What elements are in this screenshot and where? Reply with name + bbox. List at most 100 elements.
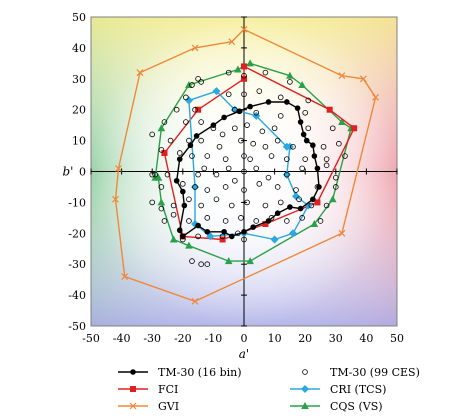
tm-30-99-ces-point [305,97,312,104]
tm-30-99-ces-point [323,156,330,162]
tm-30-99-ces-point [308,202,315,209]
tm-30-99-ces-point [189,153,195,159]
tm-30-99-ces-point [277,113,284,119]
cqs-vs-point [224,257,233,265]
gvi-point [191,44,199,52]
tm-30-99-ces-point [183,94,189,101]
tm-30-99-ces-point [277,199,284,206]
tm-30-99-ces-point [195,171,201,178]
fci-point [241,63,247,70]
series-gvi [112,25,380,305]
tm-30-16-bin-point [193,133,200,139]
gvi-point [191,297,199,305]
tm-30-99-ces-point [256,88,263,94]
legend-label: CRI (TCS) [330,383,386,396]
y-axis-label: b' [63,165,74,179]
tm-30-99-ces-point [241,187,247,193]
cqs-vs-point [328,195,337,203]
legend-item-cqs: CQS (VS) [290,400,383,413]
tm-30-99-ces-point [253,165,260,172]
tm-30-99-ces-point [284,171,290,178]
tm-30-16-bin-point [300,131,307,138]
cqs-vs-point [154,173,163,181]
y-tick-label: -40 [68,289,86,302]
cqs-vs-point [246,257,254,265]
tm-30-99-ces-point [250,140,256,147]
tm-30-99-ces-point [225,91,232,98]
x-tick-label: -30 [143,332,161,345]
fci-point [241,75,247,82]
tm-30-99-ces-point [290,143,296,150]
tm-30-99-ces-point [284,218,290,224]
legend-label: GVI [158,400,179,413]
tm-30-99-ces-point [241,91,247,98]
series-tm-30-99-ces [149,69,348,268]
y-tick-label: 30 [72,73,86,86]
gvi-point [372,93,380,101]
x-tick-label: 0 [241,332,248,345]
tm-30-16-bin-point [247,103,253,110]
tm-30-99-ces-point [195,233,201,240]
tm-30-99-ces-point [241,72,247,79]
tm-30-99-ces-point [247,156,253,162]
tm-30-99-ces-point [149,171,156,178]
tm-30-99-ces-point [192,184,198,190]
tm-30-99-ces-point [332,184,339,190]
tm-30-99-ces-point [213,171,220,178]
legend-item-fci: FCI [118,383,178,396]
cqs-vs-point [157,124,166,132]
tm-30-99-ces-point [302,109,309,116]
tm-30-99-ces-point [317,218,324,224]
legend-item-tm30_99: TM-30 (99 CES) [302,366,420,379]
tm-30-99-ces-point [222,218,229,224]
tm-30-16-bin-point [173,177,180,184]
tm-30-16-bin-line [175,101,320,238]
gvi-point [115,164,122,172]
tm-30-99-ces-point [305,125,312,132]
tm-30-99-ces-point [213,196,220,203]
tm-30-99-ces-point [180,181,186,187]
cqs-vs-point [246,59,254,67]
x-tick-label: -50 [82,332,100,345]
x-tick-label: 10 [268,332,282,345]
tm-30-99-ces-point [195,76,201,82]
cqs-vs-point [169,235,178,243]
cri-tcs-point [288,229,297,238]
tm-30-99-ces-point [158,205,165,212]
tm-30-99-ces-point [170,211,177,218]
tm-30-99-ces-point [238,215,244,221]
y-tick-label: -30 [68,258,86,271]
legend-label: FCI [158,383,178,396]
y-tick-label: 50 [72,11,86,24]
tm-30-99-ces-point [287,79,293,85]
x-tick-label: -10 [205,332,223,345]
y-tick-label: -10 [68,196,86,209]
tm-30-16-bin-point [195,222,201,229]
gvi-point [338,229,346,237]
tm-30-99-ces-point [225,69,232,76]
cri-tcs-point [270,235,279,244]
x-axis-label: a' [239,347,249,361]
tm-30-99-ces-point [198,202,204,209]
y-tick-label: 10 [72,135,86,148]
cri-tcs-line [188,90,309,241]
tm-30-99-ces-point [268,153,275,159]
tm-30-99-ces-point [244,122,250,128]
tm-30-99-ces-point [161,119,168,125]
tm-30-99-ces-point [222,184,229,190]
cri-tcs-point [191,182,200,191]
tm-30-99-ces-point [204,215,211,221]
tm-30-99-ces-point [265,174,272,181]
tm-30-99-ces-point [329,125,336,132]
tm-30-99-ces-point [241,153,247,159]
tm-30-16-bin-point [310,142,316,149]
gvi-point [359,75,367,83]
tm-30-99-ces-point [225,165,232,172]
tm-30-16-bin-point [176,156,183,162]
tm-30-99-ces-point [232,125,238,132]
tm-30-99-ces-point [302,156,309,162]
tm-30-99-ces-point [173,106,180,113]
legend-marker [129,402,137,410]
tm-30-16-bin-point [284,99,290,105]
tm-30-99-ces-point [189,258,195,264]
